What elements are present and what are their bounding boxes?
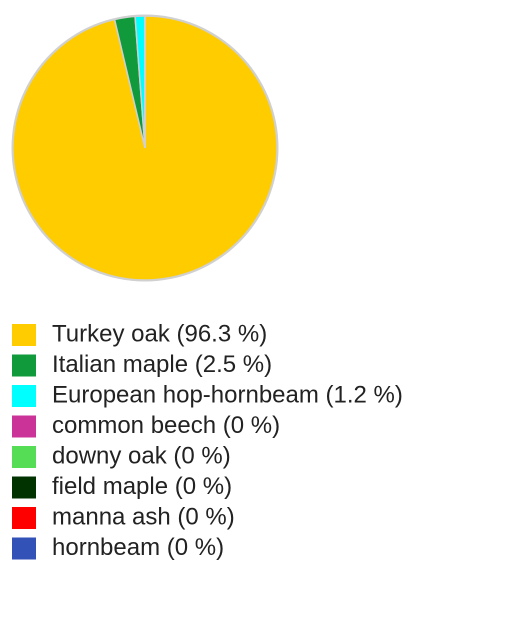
legend-swatch	[12, 446, 36, 468]
legend-swatch	[12, 476, 36, 499]
legend-label: European hop-hornbeam (1.2 %)	[52, 381, 403, 408]
legend-label: hornbeam (0 %)	[52, 534, 224, 561]
legend-swatch	[12, 507, 36, 529]
legend-swatch	[12, 537, 36, 560]
legend-swatch	[12, 324, 36, 346]
legend-label: downy oak (0 %)	[52, 442, 231, 469]
legend-label: Italian maple (2.5 %)	[52, 351, 272, 378]
legend-label: manna ash (0 %)	[52, 503, 235, 530]
legend-label: field maple (0 %)	[52, 473, 232, 500]
legend-swatch	[12, 354, 36, 377]
legend-label: Turkey oak (96.3 %)	[52, 320, 267, 347]
legend-swatch	[12, 385, 36, 407]
legend-swatch	[12, 415, 36, 438]
legend-label: common beech (0 %)	[52, 412, 280, 439]
